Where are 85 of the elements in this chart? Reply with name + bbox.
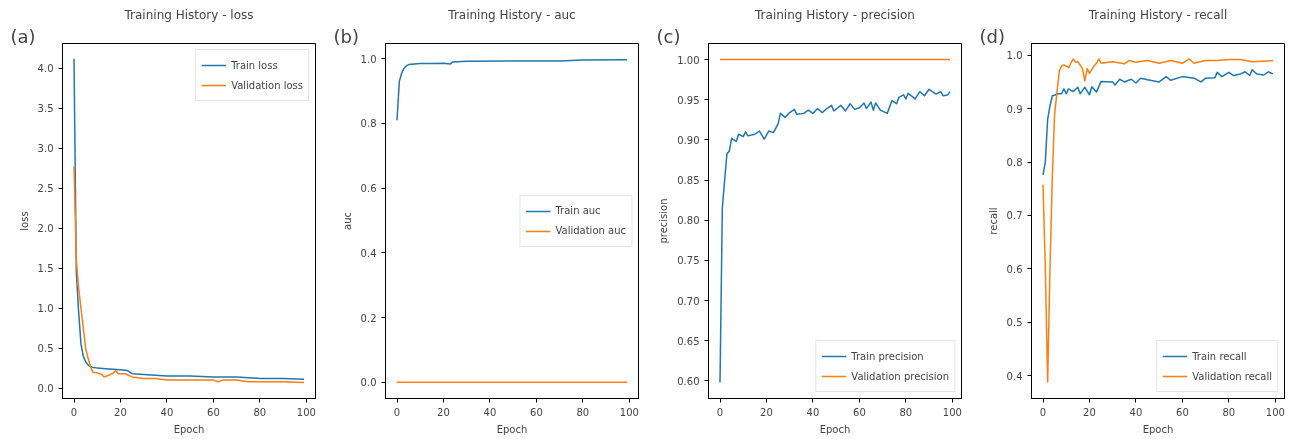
y-axis-title: precision (658, 198, 670, 244)
y-tick-label: 0.4 (360, 247, 377, 259)
y-tick-label: 0.75 (677, 255, 700, 267)
chart-title: Training History - recall (1087, 7, 1228, 22)
chart-title: Training History - auc (447, 7, 576, 22)
text: (d) (979, 25, 1005, 47)
x-tick-label: 20 (1083, 406, 1096, 418)
y-tick-label: 0.65 (677, 335, 700, 347)
y-tick-label: 0.5 (1006, 317, 1023, 329)
y-tick-label: 1.0 (360, 53, 377, 65)
y-tick-label: 0.6 (1006, 263, 1023, 275)
y-tick-label: 2.5 (37, 183, 54, 195)
x-tick-label: 60 (207, 406, 220, 418)
x-axis-title: Epoch (819, 423, 851, 435)
y-tick-label: 1.5 (37, 263, 54, 275)
x-tick-label: 40 (160, 406, 174, 418)
x-tick-label: 20 (760, 406, 773, 418)
legend-label: Validation auc (555, 224, 626, 238)
legend-label: Train recall (1192, 349, 1247, 363)
legend-label: Train auc (555, 204, 601, 218)
x-axis-title: Epoch (1142, 423, 1174, 435)
x-tick-label: 100 (619, 406, 639, 418)
legend-label: Train loss (231, 58, 278, 72)
chart-title: Training History - precision (754, 7, 915, 22)
x-tick-label: 20 (114, 406, 127, 418)
y-tick-label: 0.7 (1006, 210, 1023, 222)
line-series (1042, 68, 1274, 176)
y-tick-label: 0.6 (360, 183, 377, 195)
y-tick-label: 0.9 (1006, 103, 1023, 115)
line-series (719, 88, 951, 384)
y-tick-label: 1.00 (677, 54, 700, 66)
x-tick-label: 80 (576, 406, 590, 418)
x-tick-label: 60 (530, 406, 543, 418)
legend-label: Validation precision (851, 369, 949, 383)
x-tick-label: 40 (806, 406, 820, 418)
y-tick-label: 1.0 (1006, 50, 1023, 62)
x-tick-label: 80 (253, 406, 267, 418)
text: (c) (656, 25, 681, 47)
line-series (73, 57, 305, 381)
y-tick-label: 0.80 (677, 215, 700, 227)
y-tick-label: 0.95 (677, 94, 700, 106)
y-tick-label: 0.90 (677, 134, 700, 146)
legend-label: Train precision (851, 349, 924, 363)
x-tick-label: 0 (393, 406, 401, 418)
y-tick-label: 0.2 (360, 312, 377, 324)
x-tick-label: 0 (716, 406, 724, 418)
x-tick-label: 20 (437, 406, 450, 418)
legend-label: Validation loss (231, 78, 303, 92)
x-tick-label: 0 (70, 406, 78, 418)
x-tick-label: 100 (942, 406, 962, 418)
x-tick-label: 60 (853, 406, 866, 418)
y-axis-title: auc (341, 212, 353, 230)
y-tick-label: 3.5 (37, 103, 54, 115)
x-tick-label: 0 (1039, 406, 1047, 418)
text: (a) (10, 25, 36, 47)
line-series (73, 165, 305, 384)
x-tick-label: 40 (483, 406, 497, 418)
x-tick-label: 100 (296, 406, 316, 418)
text: (b) (333, 25, 359, 47)
y-axis-title: recall (987, 207, 999, 235)
line-series (396, 58, 628, 121)
y-tick-label: 3.0 (37, 143, 54, 155)
chart-title: Training History - loss (123, 7, 254, 22)
y-tick-label: 0.0 (360, 377, 377, 389)
x-tick-label: 40 (1129, 406, 1143, 418)
line-series (1042, 58, 1274, 383)
x-tick-label: 100 (1265, 406, 1285, 418)
x-axis-title: Epoch (173, 423, 205, 435)
y-axis-title: loss (18, 211, 30, 231)
y-tick-label: 2.0 (37, 223, 54, 235)
y-tick-label: 0.5 (37, 343, 54, 355)
legend-label: Validation recall (1192, 369, 1272, 383)
y-tick-label: 0.0 (37, 383, 54, 395)
y-tick-label: 0.8 (360, 118, 377, 130)
x-tick-label: 80 (899, 406, 913, 418)
y-tick-label: 0.85 (677, 175, 700, 187)
y-tick-label: 0.70 (677, 295, 700, 307)
y-tick-label: 4.0 (37, 63, 54, 75)
y-tick-label: 1.0 (37, 303, 54, 315)
y-tick-label: 0.4 (1006, 370, 1023, 382)
x-tick-label: 80 (1222, 406, 1236, 418)
y-tick-label: 0.60 (677, 375, 700, 387)
x-tick-label: 60 (1176, 406, 1189, 418)
y-tick-label: 0.8 (1006, 157, 1023, 169)
x-axis-title: Epoch (496, 423, 528, 435)
